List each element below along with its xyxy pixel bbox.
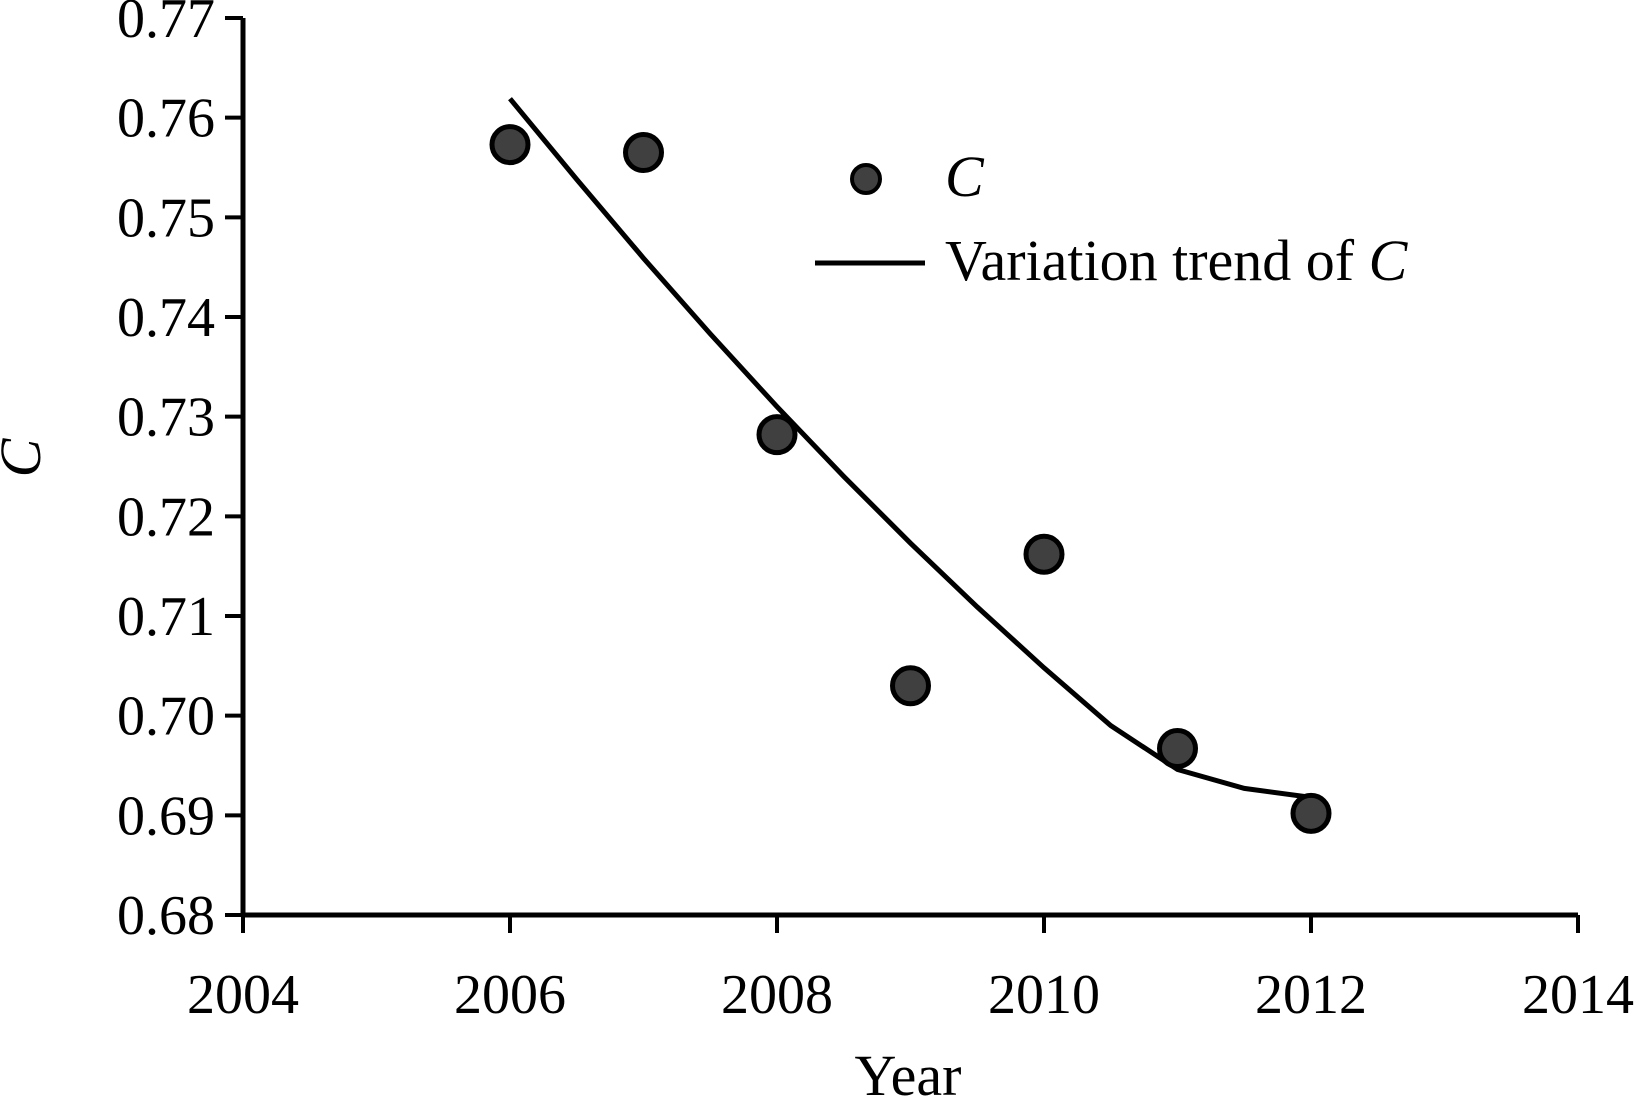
legend-label-trend-suffix: C xyxy=(1369,228,1409,293)
data-point xyxy=(890,665,931,707)
data-point xyxy=(756,414,798,456)
data-point xyxy=(623,132,664,174)
y-tick-label: 0.71 xyxy=(117,586,215,648)
scatter-points xyxy=(489,124,1332,834)
x-tick-label: 2012 xyxy=(1255,964,1367,1026)
y-ticks: 0.68 0.69 0.70 0.71 0.72 0.73 0.74 0.75 0.76 0.77 xyxy=(117,0,243,947)
x-axis-title: Year xyxy=(855,1043,962,1097)
data-point xyxy=(1157,728,1198,770)
x-tick-label: 2008 xyxy=(721,964,833,1026)
legend-marker-scatter xyxy=(850,163,882,195)
y-tick-label: 0.69 xyxy=(117,785,215,847)
y-tick-label: 0.68 xyxy=(117,885,215,947)
y-axis-title: C xyxy=(0,437,53,477)
y-tick-label: 0.70 xyxy=(117,686,215,748)
data-point xyxy=(1290,792,1332,834)
y-tick-label: 0.77 xyxy=(117,0,215,50)
x-tick-label: 2004 xyxy=(187,964,299,1026)
x-tick-label: 2010 xyxy=(988,964,1100,1026)
legend-label-trend-prefix: Variation trend of xyxy=(945,228,1369,293)
legend: C Variation trend of C xyxy=(815,144,1409,293)
y-tick-label: 0.75 xyxy=(117,187,215,249)
y-tick-label: 0.72 xyxy=(117,486,215,548)
x-tick-label: 2006 xyxy=(454,964,566,1026)
axes xyxy=(240,18,1578,918)
data-point xyxy=(1023,533,1065,575)
x-tick-label: 2014 xyxy=(1522,964,1634,1026)
legend-label-trend: Variation trend of C xyxy=(945,228,1409,293)
trend-line xyxy=(508,97,1312,800)
data-point xyxy=(489,124,531,166)
y-tick-label: 0.74 xyxy=(117,287,215,349)
legend-label-scatter: C xyxy=(945,144,985,209)
y-tick-label: 0.76 xyxy=(117,88,215,150)
x-ticks: 2004 2006 2008 2010 2012 2014 xyxy=(187,915,1634,1026)
y-tick-label: 0.73 xyxy=(117,387,215,449)
